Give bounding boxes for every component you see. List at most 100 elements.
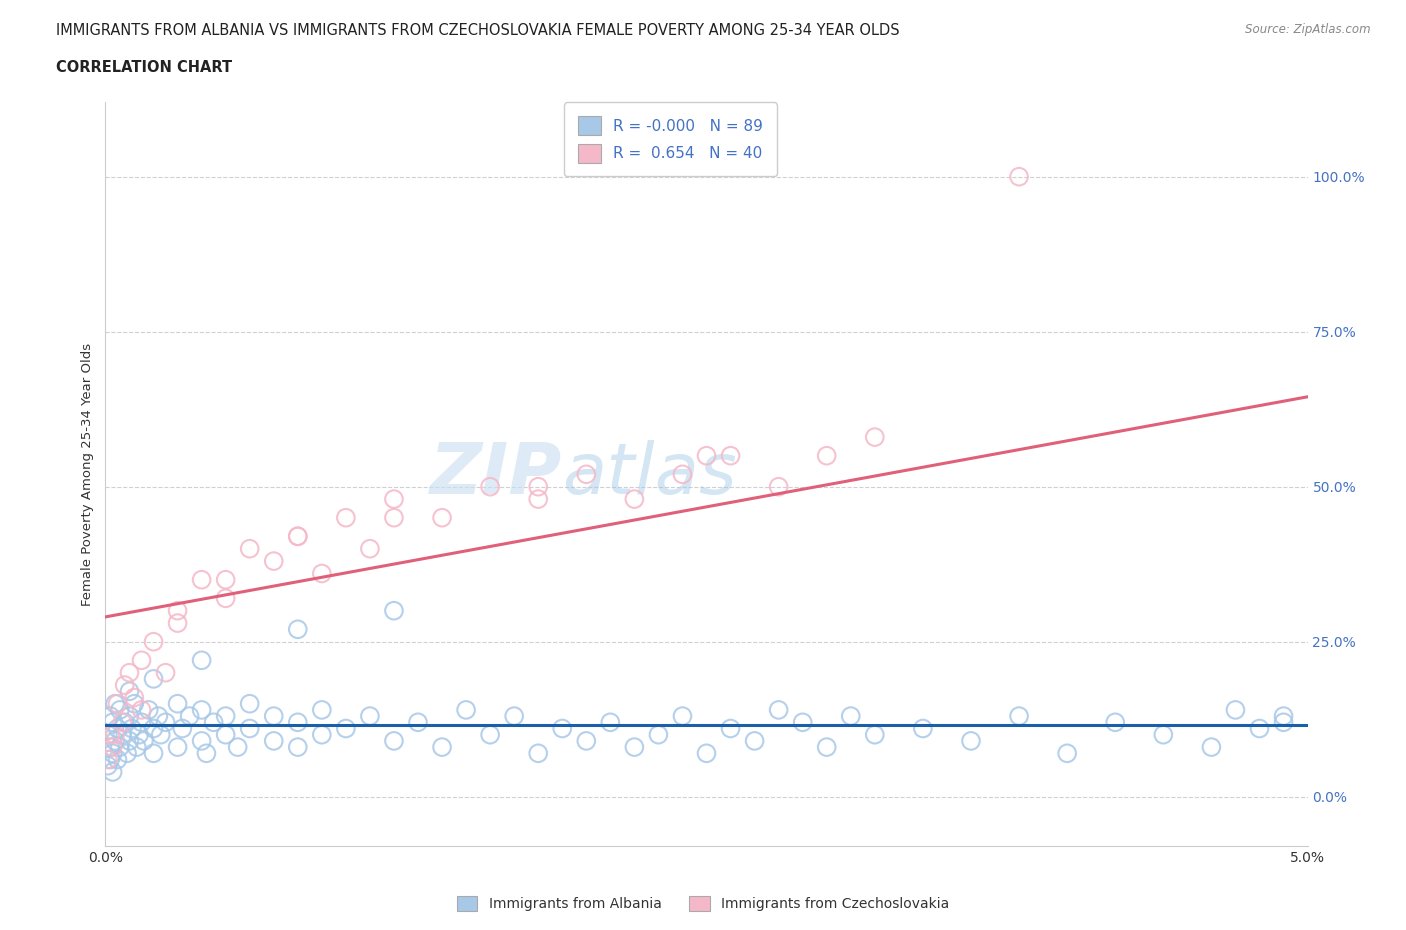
Text: atlas: atlas [562, 440, 737, 509]
Point [97, 752, 120, 767]
Point [1201, 739, 1223, 754]
Point [768, 479, 790, 494]
Point [142, 634, 165, 649]
Point [121, 721, 143, 736]
Point [111, 727, 134, 742]
Point [1272, 715, 1295, 730]
Point [104, 727, 127, 742]
Point [131, 715, 153, 730]
Point [599, 715, 621, 730]
Point [190, 572, 212, 587]
Point [118, 709, 141, 724]
Point [124, 697, 146, 711]
Point [190, 653, 212, 668]
Point [647, 727, 669, 742]
Point [104, 734, 127, 749]
Point [101, 746, 124, 761]
Point [214, 572, 236, 587]
Point [623, 492, 645, 507]
Point [1225, 702, 1247, 717]
Point [124, 690, 146, 705]
Point [98, 709, 121, 724]
Point [575, 467, 598, 482]
Point [382, 492, 405, 507]
Point [214, 727, 236, 742]
Point [142, 721, 165, 736]
Point [125, 739, 148, 754]
Point [202, 715, 225, 730]
Point [239, 697, 262, 711]
Point [430, 739, 453, 754]
Point [1104, 715, 1126, 730]
Legend: R = -0.000   N = 89, R =  0.654   N = 40: R = -0.000 N = 89, R = 0.654 N = 40 [564, 102, 776, 177]
Point [118, 684, 141, 698]
Point [1249, 721, 1271, 736]
Point [839, 709, 862, 724]
Point [287, 529, 309, 544]
Point [107, 752, 129, 767]
Text: Source: ZipAtlas.com: Source: ZipAtlas.com [1246, 23, 1371, 36]
Point [239, 541, 262, 556]
Point [263, 553, 285, 568]
Point [575, 734, 598, 749]
Point [107, 697, 129, 711]
Point [335, 721, 357, 736]
Point [190, 734, 212, 749]
Point [97, 727, 120, 742]
Point [382, 734, 405, 749]
Point [527, 492, 550, 507]
Point [863, 727, 886, 742]
Y-axis label: Female Poverty Among 25-34 Year Olds: Female Poverty Among 25-34 Year Olds [82, 343, 94, 605]
Text: CORRELATION CHART: CORRELATION CHART [56, 60, 232, 75]
Point [226, 739, 249, 754]
Point [98, 752, 121, 767]
Point [1008, 169, 1031, 184]
Point [863, 430, 886, 445]
Point [190, 702, 212, 717]
Point [1272, 709, 1295, 724]
Point [527, 479, 550, 494]
Point [623, 739, 645, 754]
Point [172, 721, 194, 736]
Point [263, 709, 285, 724]
Point [527, 746, 550, 761]
Point [671, 467, 693, 482]
Point [311, 702, 333, 717]
Point [195, 746, 218, 761]
Point [155, 665, 177, 680]
Point [454, 702, 477, 717]
Text: IMMIGRANTS FROM ALBANIA VS IMMIGRANTS FROM CZECHOSLOVAKIA FEMALE POVERTY AMONG 2: IMMIGRANTS FROM ALBANIA VS IMMIGRANTS FR… [56, 23, 900, 38]
Point [166, 697, 188, 711]
Point [335, 511, 357, 525]
Point [815, 739, 838, 754]
Point [132, 734, 155, 749]
Point [166, 616, 188, 631]
Point [287, 739, 309, 754]
Point [214, 591, 236, 605]
Point [101, 764, 124, 779]
Point [382, 511, 405, 525]
Point [138, 702, 160, 717]
Point [287, 715, 309, 730]
Point [98, 727, 121, 742]
Point [911, 721, 934, 736]
Point [287, 622, 309, 637]
Point [359, 709, 381, 724]
Point [131, 702, 153, 717]
Point [166, 739, 188, 754]
Point [179, 709, 201, 724]
Point [479, 727, 502, 742]
Point [430, 511, 453, 525]
Point [359, 541, 381, 556]
Point [503, 709, 526, 724]
Point [768, 702, 790, 717]
Point [142, 671, 165, 686]
Point [107, 721, 129, 736]
Legend: Immigrants from Albania, Immigrants from Czechoslovakia: Immigrants from Albania, Immigrants from… [450, 889, 956, 919]
Point [792, 715, 814, 730]
Point [98, 739, 121, 754]
Point [311, 727, 333, 742]
Point [97, 758, 120, 773]
Point [101, 739, 124, 754]
Point [149, 727, 172, 742]
